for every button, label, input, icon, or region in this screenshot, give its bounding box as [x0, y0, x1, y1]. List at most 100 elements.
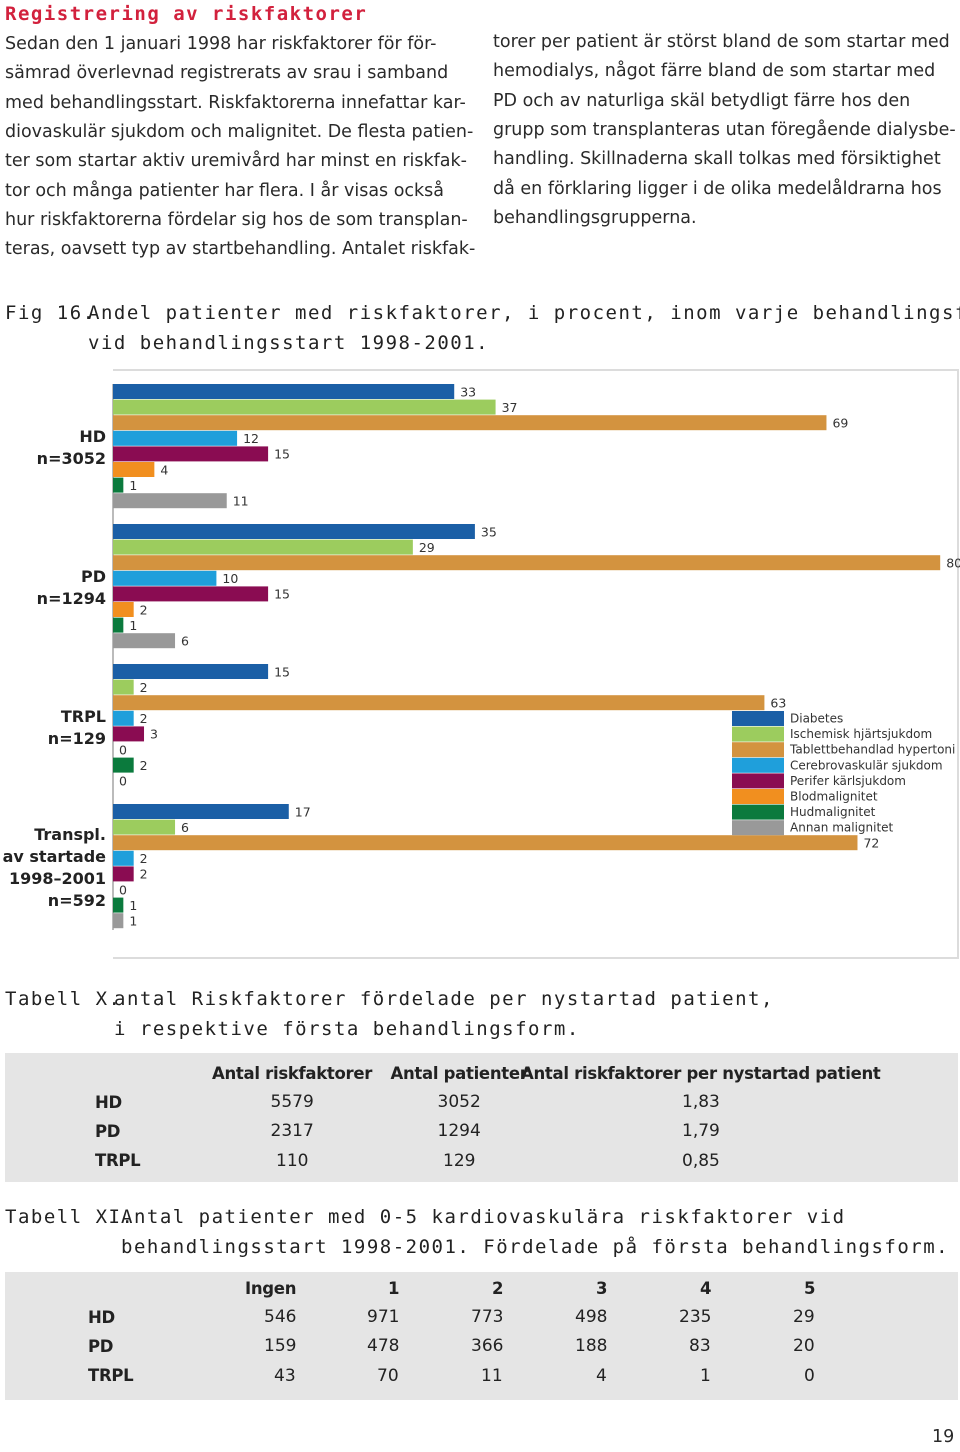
- value-label: 4: [160, 462, 168, 477]
- table-title: antal Riskfaktorer fördelade per nystart…: [114, 988, 774, 1010]
- value-label: 1: [129, 898, 137, 913]
- category-label: Transpl. av startade 1998–2001 n=592: [2, 825, 106, 910]
- legend-swatch: [732, 820, 784, 836]
- table-label: Tabell X.: [5, 988, 122, 1010]
- bar: [113, 570, 217, 586]
- table-cell: 5579: [270, 1092, 314, 1112]
- table-cell: 20: [793, 1336, 815, 1357]
- table-cell: 1,83: [682, 1092, 720, 1112]
- bar: [113, 384, 455, 399]
- body-line: behandlingsgrupperna.: [493, 207, 697, 228]
- figure-caption: Andel patienter med riskfaktorer, i proc…: [88, 302, 960, 324]
- body-line: PD och av naturliga skäl betydligt färre…: [493, 90, 911, 111]
- bar: [113, 913, 124, 929]
- chart-frame: [113, 369, 959, 959]
- legend-swatch: [732, 804, 784, 820]
- body-line: då en förklaring ligger i de olika medel…: [493, 178, 942, 199]
- table-title: behandlingsstart 1998-2001. Fördelade på…: [121, 1236, 950, 1258]
- table-cell: 43: [274, 1365, 296, 1386]
- value-label: 15: [274, 664, 290, 679]
- legend-label: Ischemisk hjärtsjukdom: [790, 727, 932, 741]
- value-label: 0: [119, 742, 127, 757]
- category-label: PD n=1294: [36, 567, 106, 608]
- body-line: tor och många patienter har flera. I år …: [5, 180, 445, 201]
- legend-swatch: [732, 726, 784, 742]
- bar: [113, 897, 124, 913]
- legend-label: Blodmalignitet: [790, 790, 878, 804]
- value-label: 6: [181, 820, 189, 835]
- bar: [113, 462, 155, 477]
- bar: [113, 679, 134, 695]
- bar: [113, 757, 134, 773]
- legend-label: Hudmalignitet: [790, 805, 876, 819]
- table-label: Tabell XI.: [5, 1206, 135, 1228]
- row-label: PD: [95, 1121, 121, 1141]
- column-header: 2: [492, 1278, 504, 1298]
- legend-label: Annan malignitet: [790, 821, 894, 835]
- row-label: HD: [95, 1092, 122, 1112]
- table-cell: 129: [443, 1150, 476, 1171]
- bar: [113, 726, 145, 742]
- row-label: PD: [88, 1336, 114, 1356]
- table-title: i respektive första behandlingsform.: [114, 1018, 580, 1040]
- legend-label: Perifer kärlsjukdom: [790, 774, 906, 788]
- row-label: HD: [88, 1307, 115, 1327]
- body-line: grupp som transplanteras utan föregående…: [493, 119, 956, 140]
- bar: [113, 664, 269, 679]
- value-label: 2: [140, 867, 148, 882]
- table-cell: 971: [367, 1307, 400, 1327]
- column-header: 5: [804, 1278, 816, 1298]
- value-label: 1: [129, 914, 137, 929]
- value-label: 35: [481, 524, 497, 539]
- table-cell: 1,79: [682, 1121, 720, 1142]
- row-label: TRPL: [95, 1151, 141, 1171]
- legend-label: Tablettbehandlad hypertoni: [789, 743, 955, 757]
- value-label: 17: [295, 804, 311, 819]
- bar: [113, 399, 496, 415]
- table-cell: 546: [264, 1307, 297, 1327]
- value-label: 6: [181, 634, 189, 649]
- bar: [113, 493, 227, 509]
- table-cell: 4: [596, 1365, 607, 1386]
- value-label: 2: [140, 602, 148, 617]
- bar: [113, 539, 413, 555]
- body-line: diovaskulär sjukdom och malignitet. De f…: [5, 121, 474, 142]
- bar: [113, 866, 134, 882]
- value-label: 80: [946, 556, 960, 571]
- value-label: 63: [770, 696, 786, 711]
- column-header: 3: [596, 1278, 608, 1298]
- body-line: Sedan den 1 januari 1998 har riskfaktore…: [5, 34, 437, 54]
- bar: [113, 695, 765, 711]
- table-cell: 773: [471, 1307, 504, 1327]
- bar: [113, 586, 269, 602]
- value-label: 12: [243, 431, 259, 446]
- table-cell: 110: [276, 1150, 309, 1171]
- row-label: TRPL: [88, 1366, 134, 1386]
- bar: [113, 477, 124, 493]
- value-label: 1: [129, 618, 137, 633]
- value-label: 10: [222, 571, 238, 586]
- section-heading: Registrering av riskfaktorer: [5, 3, 368, 25]
- table-cell: 2317: [270, 1121, 314, 1142]
- category-label: TRPL n=129: [47, 707, 106, 748]
- bar: [113, 617, 124, 633]
- legend-swatch: [732, 789, 784, 804]
- body-line: sämrad överlevnad registrerats av srau i…: [5, 63, 449, 84]
- value-label: 3: [150, 727, 158, 742]
- table-cell: 11: [481, 1365, 503, 1386]
- value-label: 29: [419, 540, 435, 555]
- category-label: HD n=3052: [36, 427, 106, 468]
- table-title: Antal patienter med 0-5 kardiovaskulära …: [121, 1206, 846, 1228]
- value-label: 72: [863, 836, 879, 851]
- table-cell: 0,85: [682, 1150, 720, 1171]
- value-label: 15: [274, 587, 290, 602]
- table-cell: 235: [679, 1307, 712, 1327]
- column-header: 1: [388, 1278, 400, 1298]
- figure-caption: vid behandlingsstart 1998-2001.: [88, 332, 490, 354]
- table-cell: 478: [367, 1336, 400, 1357]
- legend-swatch: [732, 742, 784, 758]
- value-label: 2: [140, 851, 148, 866]
